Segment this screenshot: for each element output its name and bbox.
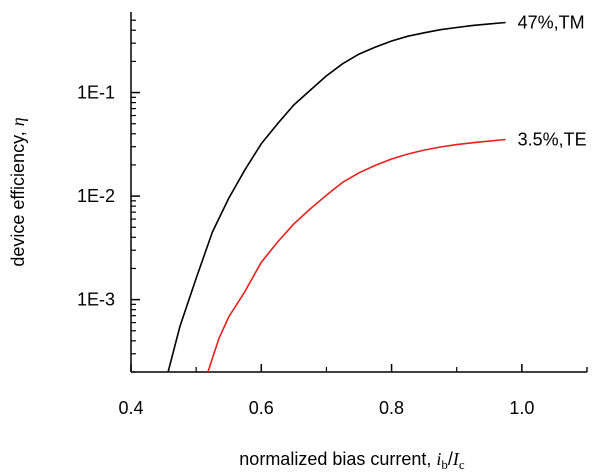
series-group: 47%,TM 3.5%,TE [167, 13, 587, 373]
ticks: 0.4 0.6 0.8 1.0 1E-3 1E-2 1E-1 [77, 19, 588, 418]
series-line-1 [207, 138, 506, 373]
x-axis-label: normalized bias current, ib/Ic [239, 449, 465, 472]
x-tick-label: 0.4 [118, 398, 143, 418]
x-tick-label: 1.0 [509, 398, 534, 418]
x-tick-label: 0.8 [379, 398, 404, 418]
y-axis-label: device efficiency, η [8, 117, 28, 266]
series-label-0: 47%,TM [518, 13, 585, 33]
y-tick-label: 1E-2 [77, 186, 115, 206]
series-label-1: 3.5%,TE [518, 130, 587, 150]
axes [130, 12, 587, 373]
series-line-0 [167, 21, 506, 373]
y-tick-label: 1E-3 [77, 290, 115, 310]
x-tick-label: 0.6 [249, 398, 274, 418]
y-tick-label: 1E-1 [77, 83, 115, 103]
